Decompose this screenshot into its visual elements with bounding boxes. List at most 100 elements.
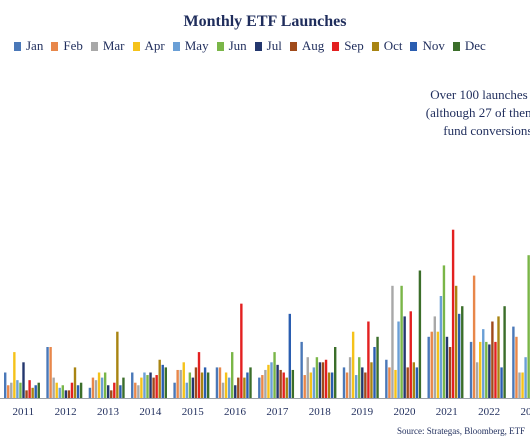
legend-swatch xyxy=(14,42,21,51)
legend-swatch xyxy=(289,42,297,51)
legend-label: Jul xyxy=(266,38,282,53)
bar-2017-dec xyxy=(291,369,295,398)
legend-swatch xyxy=(452,42,460,51)
bar-2019-dec xyxy=(376,336,379,398)
bar-2012-apr xyxy=(55,382,58,398)
legend-swatch xyxy=(132,42,140,51)
bar-2016-feb xyxy=(218,367,222,398)
bar-2022-jun xyxy=(485,341,488,398)
bar-2012-oct xyxy=(73,367,77,398)
bar-2016-jun xyxy=(231,352,234,398)
bar-2011-may xyxy=(16,380,19,398)
bar-2011-jan xyxy=(4,372,7,398)
bar-2020-may xyxy=(397,321,400,398)
bar-2019-jan xyxy=(342,367,346,398)
legend-item-sep: Sep xyxy=(332,38,364,54)
bar-2015-jul xyxy=(191,377,195,398)
x-tick-label: 2019 xyxy=(351,406,374,418)
bar-2013-may xyxy=(100,377,104,398)
bar-2023-mar xyxy=(518,372,521,398)
bar-2013-sep xyxy=(113,382,116,398)
bar-2014-oct xyxy=(158,359,161,398)
bar-2019-sep xyxy=(367,321,370,398)
bar-2021-sep xyxy=(451,229,455,398)
bar-2011-dec xyxy=(37,382,40,398)
bar-2017-may xyxy=(270,362,273,398)
bar-2016-nov xyxy=(246,372,249,398)
bar-2012-jun xyxy=(61,385,64,398)
bar-2018-aug xyxy=(321,362,325,398)
bar-2023-may xyxy=(524,357,527,398)
bar-2021-apr xyxy=(436,331,440,398)
bar-2018-feb xyxy=(303,375,306,398)
bar-2018-mar xyxy=(306,357,309,398)
bar-2019-oct xyxy=(370,362,373,398)
bar-2014-mar xyxy=(137,385,140,398)
bar-2014-nov xyxy=(161,364,164,398)
bar-2013-jan xyxy=(88,387,92,398)
bar-2022-apr xyxy=(479,341,482,398)
bar-2012-mar xyxy=(52,377,55,398)
bar-2020-jul xyxy=(403,316,406,398)
bar-2022-oct xyxy=(497,316,500,398)
legend-label: Aug xyxy=(301,38,325,53)
bar-2012-feb xyxy=(49,347,52,398)
bar-2011-aug xyxy=(25,390,28,398)
bar-2019-aug xyxy=(364,372,367,398)
bar-2022-feb xyxy=(472,275,476,398)
bar-2015-may xyxy=(185,382,188,398)
legend-label: Dec xyxy=(464,38,486,53)
bar-2020-oct xyxy=(412,362,415,398)
bar-2018-dec xyxy=(334,347,337,398)
bar-2017-sep xyxy=(282,372,285,398)
bar-2013-mar xyxy=(94,380,98,398)
legend-item-mar: Mar xyxy=(90,38,125,54)
legend-swatch xyxy=(172,42,180,51)
bar-2017-jan xyxy=(258,377,261,398)
bar-2011-nov xyxy=(34,385,37,398)
x-tick-label: 2013 xyxy=(97,406,120,418)
chart-legend: Jan Feb Mar Apr May Jun Jul Aug Sep Oct Nov Dec xyxy=(14,38,494,54)
bar-2020-sep xyxy=(409,311,412,398)
bar-2015-feb xyxy=(176,369,179,398)
bar-2018-nov xyxy=(330,372,334,398)
legend-label: Apr xyxy=(144,38,165,53)
bar-2021-dec xyxy=(461,306,464,398)
bar-2011-feb xyxy=(7,385,10,398)
bar-2019-jul xyxy=(361,367,364,398)
bar-2022-mar xyxy=(475,362,479,398)
bar-2015-aug xyxy=(194,367,198,398)
bar-2019-mar xyxy=(348,357,352,398)
bar-2020-mar xyxy=(391,285,394,398)
legend-item-nov: Nov xyxy=(410,38,445,54)
bar-2018-jun xyxy=(315,357,319,398)
bar-2015-apr xyxy=(182,362,185,398)
bar-2011-sep xyxy=(28,380,31,398)
bar-2020-jun xyxy=(400,285,403,398)
bar-2018-apr xyxy=(309,372,312,398)
bar-2019-may xyxy=(355,375,358,398)
annotation-line-3: fund conversions) xyxy=(443,123,530,138)
bar-2012-may xyxy=(58,387,61,398)
bar-2015-nov xyxy=(203,367,207,398)
source-note: Source: Strategas, Bloomberg, ETF xyxy=(397,426,526,436)
legend-item-dec: Dec xyxy=(452,38,486,54)
x-tick-label: 2015 xyxy=(182,406,205,418)
legend-item-feb: Feb xyxy=(51,38,83,54)
bar-2015-dec xyxy=(206,372,210,398)
bar-2014-aug xyxy=(152,377,155,398)
bar-2016-dec xyxy=(249,367,252,398)
bar-2015-mar xyxy=(179,369,182,398)
chart-title: Monthly ETF Launches xyxy=(183,13,347,30)
legend-label: Nov xyxy=(422,38,445,53)
legend-label: Mar xyxy=(102,38,125,53)
bar-2017-mar xyxy=(264,369,267,398)
x-tick-label: 2011 xyxy=(13,406,35,418)
bar-2012-dec xyxy=(79,382,83,398)
bar-2022-jan xyxy=(469,341,473,398)
bar-2012-jul xyxy=(64,390,68,398)
bar-2013-jun xyxy=(103,372,107,398)
legend-label: Feb xyxy=(63,38,83,53)
bar-2017-apr xyxy=(267,364,270,398)
bar-2015-jun xyxy=(188,372,192,398)
